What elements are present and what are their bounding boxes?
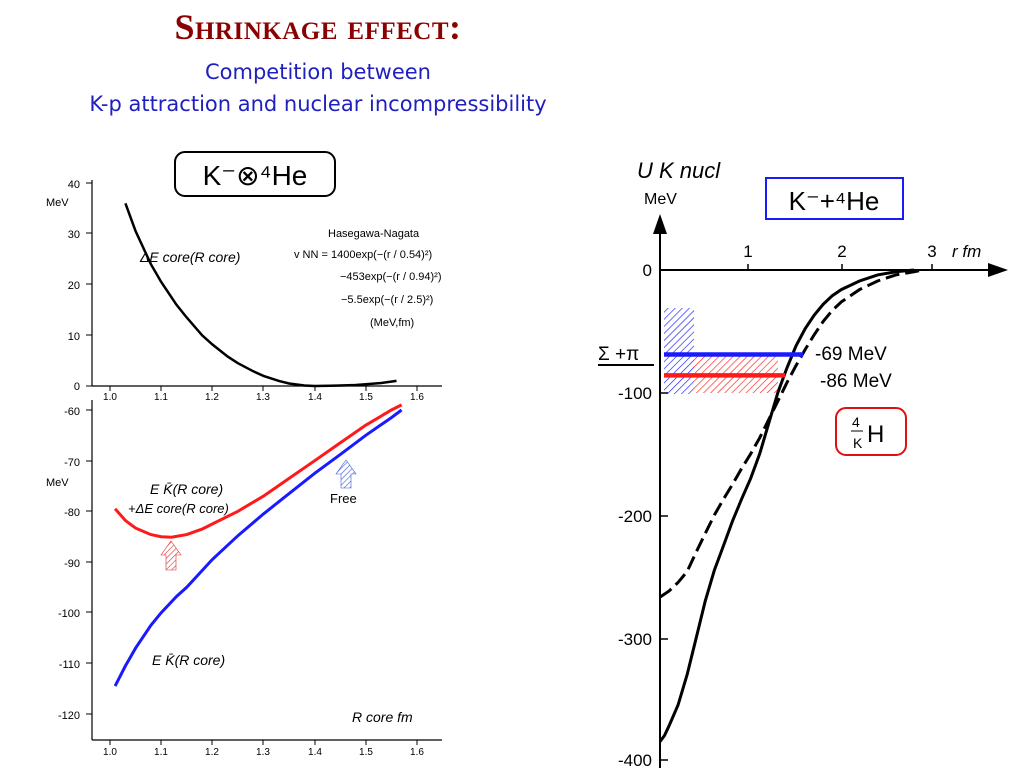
annotation-line-3: −5.5exp(−(r / 2.5)²) <box>341 294 433 306</box>
red-level-label: -86 MeV <box>820 371 892 392</box>
hypernucleus-kaon: K <box>853 435 863 451</box>
bottom-left-xtick-label: 1.5 <box>359 747 373 758</box>
bottom-left-ytick-label: -110 <box>59 659 80 671</box>
hypernucleus-box <box>835 407 907 456</box>
bottom-left-ytick-label: -80 <box>64 507 80 519</box>
right-xtick-label: 3 <box>927 242 936 261</box>
right-ytick-label: 0 <box>643 261 652 280</box>
slide-title: Shrinkage effect: <box>174 7 462 47</box>
bottom-left-x-axis-label: R core fm <box>352 709 413 725</box>
bottom-left-xtick-label: 1.2 <box>205 747 219 758</box>
bottom-left-ytick-label: -70 <box>64 457 80 469</box>
top-left-x-ticks: 1.0 1.1 1.2 1.3 1.4 1.5 1.6 <box>103 386 424 403</box>
bottom-left-xtick-label: 1.0 <box>103 747 117 758</box>
blue-width-band <box>664 308 694 394</box>
bottom-left-red-series-line <box>113 403 403 539</box>
right-chart: K⁻+⁴He U K nucl MeV 1 2 3 r fm 0 -100 <box>598 158 1008 768</box>
right-y-ticks: 0 -100 -200 -300 -400 <box>618 261 668 768</box>
subtitle-line-1: Competition between <box>205 60 431 84</box>
top-left-xtick-label: 1.2 <box>205 392 219 403</box>
bottom-left-ytick-label: -60 <box>64 406 80 418</box>
top-left-title-box <box>174 151 336 197</box>
top-left-ytick-label: 30 <box>68 229 80 241</box>
top-left-xtick-label: 1.5 <box>359 392 373 403</box>
red-curve-label-2: +ΔE core(R core) <box>128 501 229 516</box>
bottom-left-xtick-label: 1.6 <box>410 747 424 758</box>
threshold-label: Σ +π <box>598 344 639 365</box>
right-ytick-label: -200 <box>618 507 652 526</box>
top-left-xtick-label: 1.1 <box>154 392 168 403</box>
red-curve-label-1: E K̄(R core) <box>150 481 223 497</box>
right-ytick-label: -400 <box>618 751 652 768</box>
top-left-xtick-label: 1.3 <box>256 392 270 403</box>
bottom-left-ytick-label: -100 <box>58 608 80 620</box>
top-left-xtick-label: 1.0 <box>103 392 117 403</box>
blue-curve-label: E K̄(R core) <box>152 652 225 668</box>
right-y-label: U K nucl <box>637 158 721 183</box>
right-x-axis-arrow-icon <box>988 263 1008 277</box>
right-ytick-label: -300 <box>618 630 652 649</box>
hypernucleus-element: H <box>867 421 884 448</box>
annotation-name: Hasegawa-Nagata <box>328 228 420 240</box>
top-left-series-line <box>124 202 397 388</box>
bottom-left-xtick-label: 1.4 <box>308 747 322 758</box>
top-left-ytick-label: 0 <box>74 381 80 393</box>
right-y-unit: MeV <box>644 191 677 208</box>
top-left-y-ticks: 40 30 20 10 0 MeV <box>46 179 92 393</box>
right-dashed-potential-line <box>659 268 924 599</box>
bottom-left-xtick-label: 1.3 <box>256 747 270 758</box>
bottom-left-blue-series-line <box>113 408 403 687</box>
top-left-xtick-label: 1.6 <box>410 392 424 403</box>
bottom-left-ytick-label: -120 <box>58 710 80 722</box>
bottom-left-ytick-label: -90 <box>64 558 80 570</box>
bottom-left-x-ticks: 1.0 1.1 1.2 1.3 1.4 1.5 1.6 <box>103 740 424 758</box>
top-left-y-unit: MeV <box>46 197 69 209</box>
red-width-band <box>694 353 778 393</box>
right-ytick-label: -100 <box>618 384 652 403</box>
annotation-units: (MeV,fm) <box>370 317 414 329</box>
free-arrow-icon <box>335 459 357 489</box>
right-xtick-label: 1 <box>743 242 752 261</box>
bottom-left-chart: -60 -70 -80 -90 -100 -110 -120 MeV 1.0 1… <box>46 400 442 758</box>
top-left-ytick-label: 20 <box>68 280 80 292</box>
top-left-curve-label: ΔE core(R core) <box>139 249 240 265</box>
subtitle-line-2: K-p attraction and nuclear incompressibi… <box>89 92 547 116</box>
free-label: Free <box>330 491 357 506</box>
annotation-line-2: −453exp(−(r / 0.94)²) <box>340 271 442 283</box>
potential-annotation: Hasegawa-Nagata v NN = 1400exp(−(r / 0.5… <box>294 228 442 329</box>
bottom-left-y-unit: MeV <box>46 477 69 489</box>
right-x-axis-label: r fm <box>952 242 981 261</box>
top-left-title-text: K⁻⊗⁴He <box>203 160 308 191</box>
bottom-left-xtick-label: 1.1 <box>154 747 168 758</box>
right-xtick-label: 2 <box>837 242 846 261</box>
right-x-ticks: 1 2 3 r fm <box>743 242 981 270</box>
annotation-line-1: v NN = 1400exp(−(r / 0.54)²) <box>294 249 432 261</box>
bottom-left-y-ticks: -60 -70 -80 -90 -100 -110 -120 MeV <box>46 406 92 722</box>
top-left-ytick-label: 10 <box>68 331 80 343</box>
top-left-chart: K⁻⊗⁴He 40 30 20 10 0 MeV 1.0 <box>46 151 442 403</box>
right-title-box <box>765 177 904 220</box>
top-left-xtick-label: 1.4 <box>308 392 322 403</box>
right-y-axis-arrow-icon <box>653 214 667 234</box>
blue-level-label: -69 MeV <box>815 344 887 365</box>
top-left-ytick-label: 40 <box>68 179 80 191</box>
red-minimum-arrow-icon <box>160 540 182 571</box>
right-title-text: K⁻+⁴He <box>789 186 880 216</box>
hypernucleus-mass: 4 <box>852 414 860 430</box>
right-solid-potential-line <box>658 268 915 743</box>
